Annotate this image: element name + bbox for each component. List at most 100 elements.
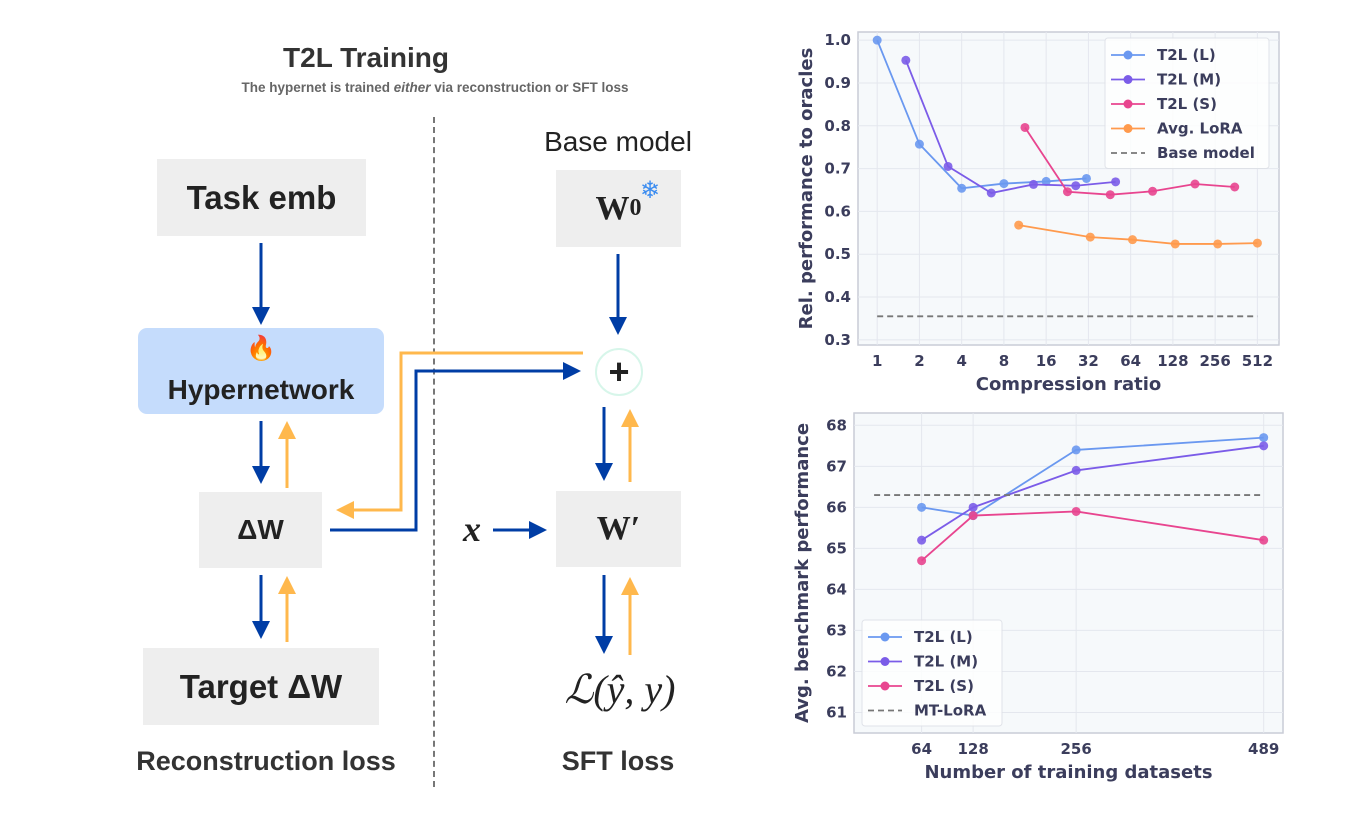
data-point: [1190, 179, 1200, 189]
data-point: [1259, 535, 1269, 545]
data-point: [1062, 187, 1072, 197]
data-point: [1230, 182, 1240, 192]
diagram-arrows: [252, 243, 639, 655]
legend-label: T2L (M): [1157, 71, 1221, 89]
x-tick-label: 489: [1248, 740, 1279, 758]
y-tick-label: 68: [826, 416, 847, 434]
subtitle-emphasis: either: [393, 80, 431, 95]
data-point: [1170, 239, 1180, 249]
data-point: [917, 556, 927, 566]
data-point: [968, 511, 978, 521]
divider: [433, 117, 435, 787]
data-point: [1041, 176, 1051, 186]
legend-marker: [880, 657, 890, 666]
x-axis-label: Compression ratio: [976, 374, 1162, 395]
subtitle-text: The hypernet is trained: [241, 80, 394, 95]
snowflake-icon: ❄: [640, 178, 661, 204]
y-tick-label: 0.5: [824, 245, 851, 263]
legend-label: T2L (S): [1157, 95, 1217, 113]
x-tick-label: 64: [911, 740, 932, 758]
series-line: [921, 436, 1264, 517]
hypernetwork-box: 🔥 Hypernetwork: [138, 328, 384, 414]
data-point: [957, 183, 967, 193]
series-line: [921, 510, 1264, 562]
x-tick-label: 16: [1036, 352, 1057, 370]
data-point: [1105, 190, 1115, 200]
data-point: [1085, 232, 1095, 242]
data-point: [1081, 173, 1091, 183]
chart-2: 64 128 256 489 61 62 63 64 65 66 67 68 Number of tra…: [792, 412, 1284, 783]
y-tick-label: 63: [826, 621, 847, 639]
y-axis-label: Rel. performance to oracles: [796, 48, 817, 330]
series-line: [1024, 126, 1235, 196]
y-tick-label: 0.6: [824, 202, 851, 220]
x-input-label: x: [463, 509, 481, 549]
legend-marker: [880, 681, 890, 691]
arrow-grad-plus-to-deltaw: [336, 351, 583, 519]
data-point: [1071, 465, 1081, 475]
data-point: [999, 179, 1009, 189]
delta-w-box: ΔW: [199, 492, 322, 568]
y-tick-label: 65: [826, 539, 847, 557]
data-point: [901, 55, 911, 65]
legend-marker: [1123, 50, 1133, 60]
legend-marker: [1123, 124, 1133, 133]
diagram-title: T2L Training: [283, 42, 449, 73]
legend-label: Base model: [1157, 144, 1255, 162]
y-tick-label: 1.0: [824, 31, 851, 49]
loss-expression: ℒ(ŷ, y): [564, 667, 676, 712]
y-tick-label: 0.8: [824, 117, 851, 135]
legend-label: T2L (L): [914, 628, 973, 646]
series-line: [921, 444, 1264, 541]
x-tick-label: 128: [1157, 352, 1188, 370]
x-axis-label: Number of training datasets: [924, 762, 1212, 783]
data-point: [1213, 239, 1223, 249]
data-point: [968, 502, 978, 512]
data-point: [1148, 186, 1158, 196]
data-point: [917, 502, 927, 512]
chart-1: 1 2 4 8 16 32 64 128 256 512 0.3 0.4 0.5 0.6 0.7 0.8 0.9…: [796, 31, 1280, 395]
arrow-deltaw-to-plus: [330, 362, 581, 532]
data-point: [1252, 238, 1262, 248]
data-point: [872, 35, 882, 45]
data-point: [1014, 220, 1024, 230]
legend-marker: [880, 632, 890, 642]
data-point: [1111, 177, 1121, 187]
series-line: [876, 39, 1087, 190]
data-point: [986, 188, 996, 198]
y-tick-label: 0.4: [824, 288, 851, 306]
fire-icon: 🔥: [246, 335, 276, 362]
x-tick-label: 256: [1060, 740, 1091, 758]
w0-label: W: [595, 189, 630, 227]
data-point: [914, 139, 924, 149]
w0-subscript: 0: [629, 195, 642, 221]
x-tick-label: 128: [957, 740, 988, 758]
x-tick-label: 1: [872, 352, 882, 370]
legend-marker: [1123, 75, 1133, 84]
series-line: [904, 59, 1116, 194]
data-point: [943, 161, 953, 171]
x-tick-label: 2: [914, 352, 924, 370]
x-tick-label: 64: [1120, 352, 1141, 370]
legend-label: T2L (S): [914, 677, 974, 695]
legend: [861, 619, 1003, 727]
legend-label: MT-LoRA: [914, 702, 987, 720]
x-tick-label: 32: [1078, 352, 1099, 370]
legend: [1104, 37, 1270, 169]
hypernetwork-label: Hypernetwork: [167, 374, 355, 405]
base-model-label: Base model: [544, 126, 692, 157]
data-point: [1071, 506, 1081, 516]
y-tick-label: 67: [826, 457, 847, 475]
data-point: [1259, 441, 1269, 451]
subtitle-text: via reconstruction or SFT loss: [430, 80, 629, 95]
x-tick-label: 4: [956, 352, 966, 370]
legend-label: Avg. LoRA: [1157, 120, 1243, 138]
x-tick-label: 512: [1242, 352, 1273, 370]
y-tick-label: 0.9: [824, 74, 851, 92]
y-axis-label: Avg. benchmark performance: [792, 423, 813, 723]
data-point: [1071, 181, 1081, 191]
y-tick-label: 0.3: [824, 331, 851, 349]
